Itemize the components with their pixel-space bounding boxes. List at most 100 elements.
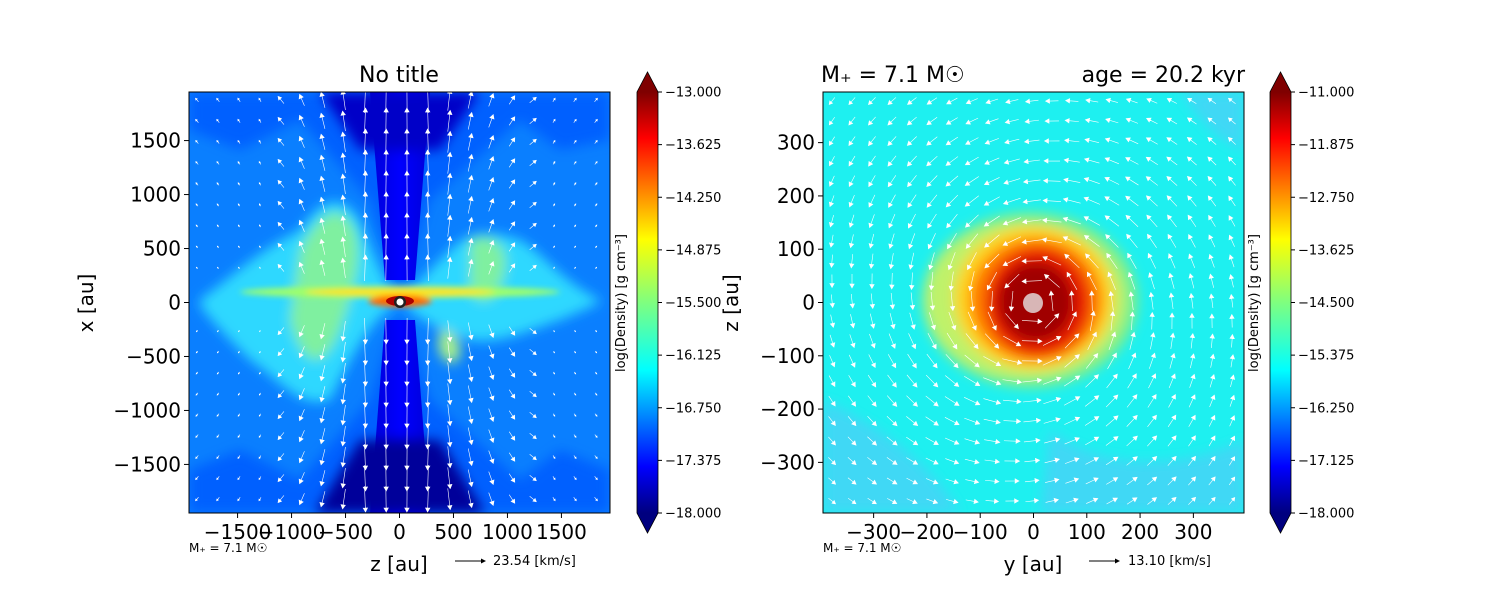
right-velocity-arrow — [965, 137, 979, 145]
right-velocity-arrow — [1005, 498, 1020, 504]
right-velocity-arrow — [1024, 457, 1041, 464]
right-velocity-arrow — [1167, 455, 1177, 466]
right-velocity-arrow — [887, 136, 897, 147]
left-velocity-arrow — [529, 201, 537, 208]
left-velocity-arrow — [467, 216, 474, 235]
left-velocity-arrow — [508, 95, 516, 105]
right-velocity-arrow — [1168, 292, 1175, 310]
left-velocity-arrow — [573, 203, 577, 207]
right-velocity-arrow — [1187, 98, 1197, 104]
left-velocity-arrow — [425, 191, 431, 219]
right-x-tick-label: −300 — [846, 520, 901, 544]
right-velocity-arrow — [1023, 158, 1040, 165]
right-x-tick-label: 200 — [1121, 520, 1159, 544]
left-velocity-arrow — [467, 174, 474, 193]
right-velocity-arrow — [1042, 256, 1062, 266]
right-velocity-arrow — [967, 311, 977, 331]
left-velocity-arrow — [447, 130, 453, 153]
right-velocity-arrow — [1168, 373, 1176, 389]
left-velocity-arrow — [216, 392, 220, 396]
left-velocity-arrow — [508, 452, 516, 462]
left-velocity-arrow — [340, 173, 346, 194]
left-velocity-arrow — [319, 365, 326, 382]
right-velocity-arrow — [1083, 196, 1101, 205]
right-velocity-arrow — [945, 117, 958, 125]
left-velocity-arrow — [277, 327, 285, 336]
left-velocity-arrow — [425, 422, 431, 450]
right-velocity-arrow — [1147, 393, 1157, 408]
left-velocity-arrow — [529, 243, 537, 250]
left-velocity-arrow — [259, 203, 261, 207]
left-velocity-arrow — [552, 413, 556, 417]
right-velocity-arrow — [945, 354, 959, 369]
left-velocity-arrow — [195, 97, 199, 103]
left-velocity-arrow — [258, 182, 262, 186]
left-velocity-arrow — [508, 368, 516, 378]
right-velocity-arrow — [964, 195, 979, 207]
left-velocity-arrow — [488, 219, 495, 233]
right-velocity-arrow — [907, 353, 917, 369]
right-velocity-arrow — [868, 155, 876, 167]
right-y-tick-label: 0 — [802, 291, 815, 315]
right-velocity-arrow — [1145, 117, 1158, 124]
right-colorbar-tick-label: −13.625 — [1298, 243, 1354, 258]
left-velocity-arrow — [447, 193, 453, 216]
left-velocity-arrow — [195, 182, 199, 186]
left-velocity-arrow — [594, 97, 598, 103]
right-velocity-arrow — [1021, 258, 1043, 264]
left-velocity-arrow — [277, 390, 285, 399]
left-velocity-arrow — [237, 392, 241, 396]
right-colorbar-tick-label: −16.250 — [1298, 401, 1354, 416]
right-velocity-arrow — [1064, 437, 1080, 445]
left-x-tick-label: −500 — [318, 520, 373, 544]
right-velocity-arrow — [1167, 435, 1177, 447]
right-x-tick-label: 0 — [1027, 520, 1040, 544]
left-velocity-arrow — [298, 93, 305, 106]
right-velocity-arrow — [1083, 234, 1100, 247]
right-velocity-arrow — [1189, 373, 1196, 388]
right-velocity-arrow — [1002, 398, 1022, 405]
right-colorbar-label: log(Density) [g cm⁻³] — [1247, 234, 1262, 372]
left-velocity-arrow — [277, 474, 285, 483]
right-velocity-arrow — [964, 354, 980, 368]
right-velocity-arrow — [1208, 234, 1216, 248]
right-velocity-arrow — [1145, 176, 1158, 186]
right-velocity-arrow — [926, 155, 938, 167]
left-velocity-arrow — [277, 158, 285, 167]
right-velocity-arrow — [1005, 313, 1019, 330]
left-velocity-arrow — [508, 431, 516, 441]
right-velocity-arrow — [848, 214, 855, 228]
left-colorbar-extend-min — [637, 513, 658, 533]
left-velocity-arrow — [447, 362, 453, 385]
right-velocity-arrow — [1208, 273, 1214, 288]
right-y-tick-label: −300 — [760, 450, 815, 474]
left-velocity-arrow — [447, 320, 453, 343]
right-velocity-arrow — [1227, 117, 1236, 125]
right-velocity-arrow — [1188, 234, 1196, 248]
right-velocity-arrow — [1022, 178, 1041, 185]
right-velocity-arrow — [1188, 435, 1196, 447]
right-velocity-arrow — [1207, 175, 1217, 186]
right-velocity-arrow — [847, 436, 857, 446]
right-velocity-arrow — [868, 175, 876, 188]
right-velocity-arrow — [1042, 356, 1062, 366]
right-velocity-arrow — [984, 438, 1001, 445]
left-velocity-arrow — [404, 191, 410, 219]
right-velocity-arrow — [944, 417, 960, 426]
right-velocity-arrow — [909, 312, 916, 330]
right-velocity-arrow — [1062, 236, 1081, 246]
right-velocity-arrow — [828, 116, 835, 126]
left-colorbar-tick-label: −17.375 — [665, 454, 721, 469]
right-velocity-arrow — [1089, 290, 1095, 312]
left-density-map — [189, 92, 610, 513]
right-velocity-arrow — [1083, 177, 1100, 184]
left-velocity-arrow — [467, 195, 474, 214]
left-velocity-arrow — [594, 371, 598, 375]
right-velocity-arrow — [1064, 416, 1081, 425]
left-velocity-arrow — [529, 454, 537, 461]
left-velocity-arrow — [362, 191, 369, 219]
right-velocity-arrow — [965, 478, 980, 485]
left-velocity-arrow — [553, 245, 555, 249]
right-velocity-arrow — [1044, 118, 1059, 124]
left-velocity-arrow — [595, 350, 598, 354]
